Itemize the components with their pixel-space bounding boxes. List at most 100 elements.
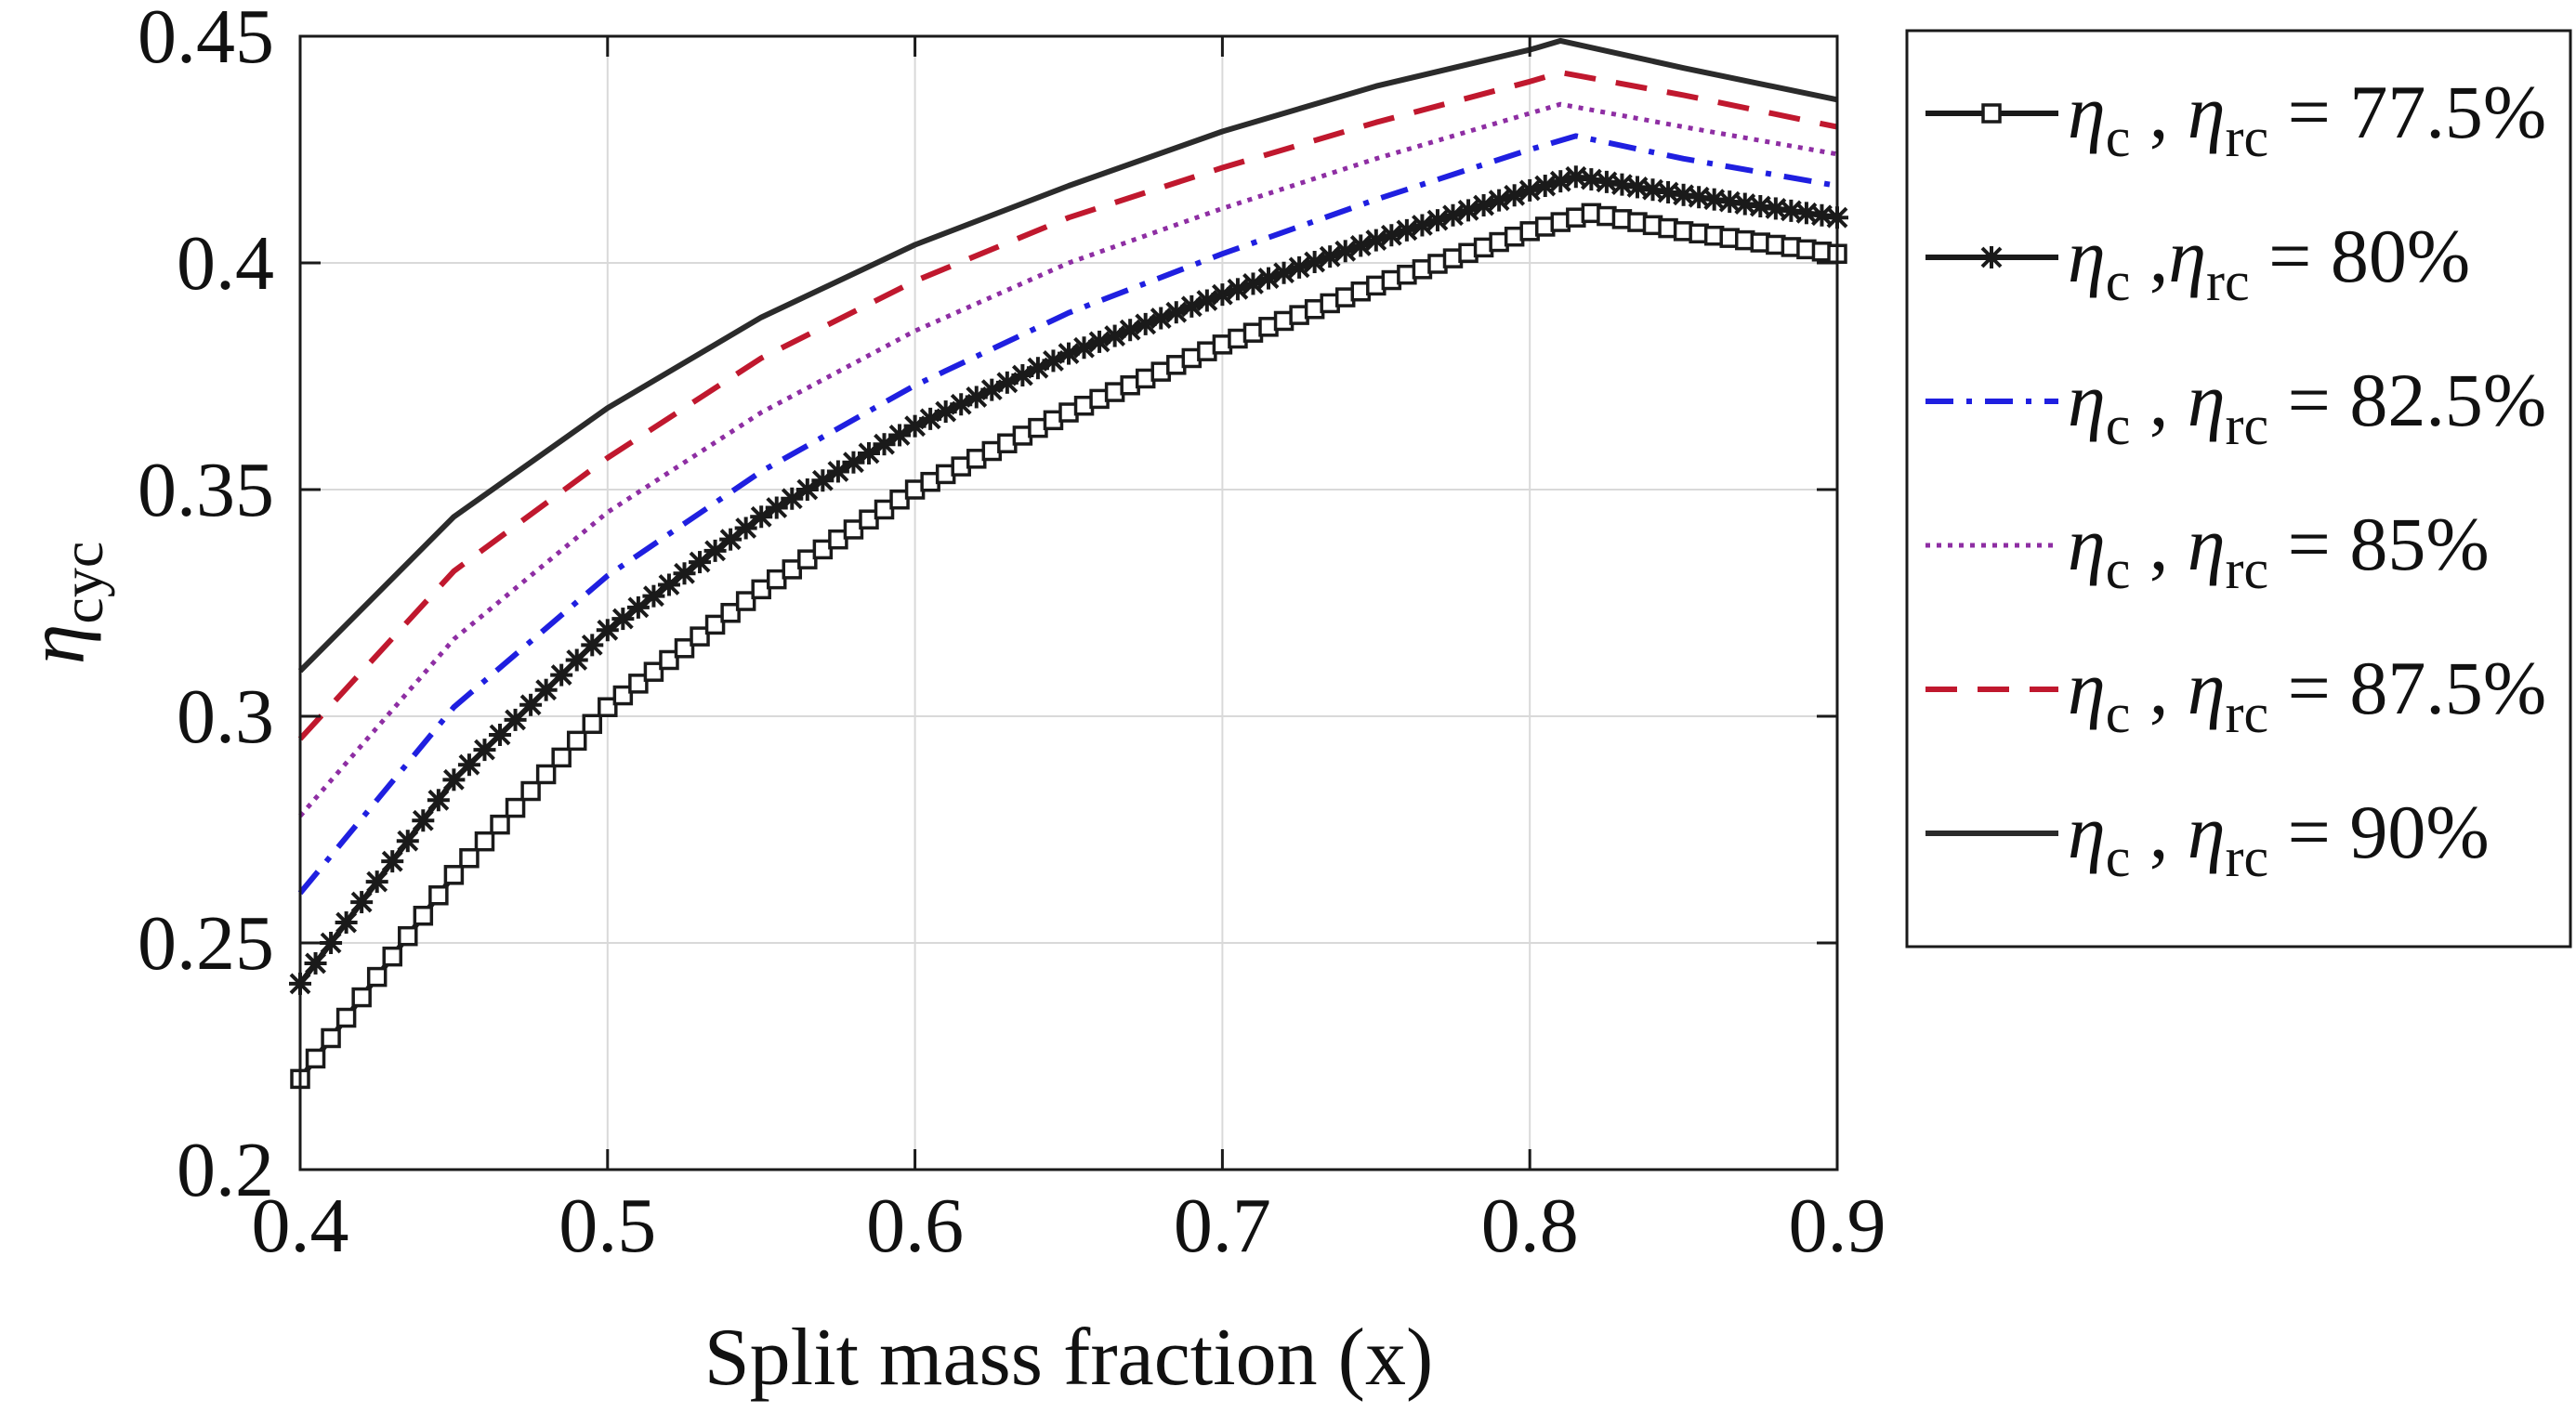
series-marker [765,496,788,519]
legend-symbol: η [2188,502,2226,586]
legend-item-5: ηc , ηrc = 87.5% [1925,646,2546,744]
series-line [297,37,1838,674]
series-marker [396,830,419,853]
series-1 [290,203,1847,1090]
series-line [298,101,1838,818]
legend-value: = 82.5% [2268,358,2546,442]
series-marker [598,697,618,717]
x-axis-title: Split mass fraction (x) [704,1313,1434,1403]
series-marker [1595,170,1618,193]
series-marker [398,925,418,947]
series-marker [626,595,650,619]
legend-subscript: rc [2206,251,2250,312]
series-marker [781,487,804,510]
y-tick-label: 0.2 [177,1127,274,1213]
series-4 [298,101,1838,818]
legend-symbol: η [2068,790,2106,874]
legend-label: ηc , ηrc = 77.5% [2068,70,2546,168]
legend-subscript: c [2106,539,2131,600]
series-marker [412,809,435,832]
y-axis-title-subscript: cyc [49,542,115,624]
legend-item-6: ηc , ηrc = 90% [1925,790,2490,888]
legend-symbol: η [2188,790,2226,874]
legend-marker [1980,246,2003,268]
series-3 [297,133,1838,896]
series-marker [535,764,557,785]
x-tick-label: 0.9 [1789,1183,1886,1269]
series-marker [505,797,526,818]
legend-label: ηc , ηrc = 90% [2068,790,2490,888]
series-layer [289,37,1848,1090]
legend-subscript: c [2106,683,2131,744]
y-tick-label: 0.3 [177,674,274,760]
y-axis-title-symbol: η [12,624,102,665]
legend-item-4: ηc , ηrc = 85% [1925,502,2490,600]
y-tick-label: 0.25 [138,900,274,987]
series-marker [413,905,434,926]
legend-separator: , [2130,646,2188,730]
legend-symbol: η [2068,358,2106,442]
series-marker [381,850,404,873]
series-marker [1564,165,1587,189]
series-marker [565,648,588,672]
series-marker [566,730,587,752]
y-tick-label: 0.4 [177,220,274,307]
series-marker [1518,178,1542,202]
plot-frame [298,34,1839,1171]
series-marker [596,619,619,642]
series-marker [582,713,603,735]
legend-symbol: η [2188,70,2226,154]
legend-marker [1981,103,2002,124]
legend-items: ηc , ηrc = 77.5%ηc ,ηrc = 80%ηc , ηrc = … [1925,70,2546,888]
series-marker [382,946,402,967]
legend-symbol: η [2188,646,2226,730]
legend-value: = 77.5% [2268,70,2546,154]
legend-subscript: c [2106,251,2131,312]
series-marker [1733,192,1756,216]
legend-value: = 85% [2268,502,2490,586]
x-tick-label: 0.8 [1481,1183,1579,1269]
series-marker [335,1007,357,1028]
legend-symbol: η [2068,646,2106,730]
series-marker [520,780,541,802]
series-marker [704,614,726,635]
series-marker [735,591,756,611]
series-marker [873,433,896,456]
series-marker [459,847,480,869]
legend-subscript: c [2106,395,2131,456]
series-line [297,70,1838,741]
legend-item-2: ηc ,ηrc = 80% [1925,214,2470,312]
legend-value: = 80% [2250,214,2471,298]
legend-separator: , [2130,790,2188,874]
legend-symbol: η [2068,502,2106,586]
series-marker [657,573,680,596]
series-marker [643,661,664,682]
series-marker [366,966,388,988]
legend-label: ηc , ηrc = 87.5% [2068,646,2546,744]
series-marker [321,1027,341,1049]
series-marker [305,1048,326,1069]
y-tick-label: 0.35 [138,447,274,533]
series-marker [811,469,835,492]
legend: ηc , ηrc = 77.5%ηc ,ηrc = 80%ηc , ηrc = … [1905,29,2572,949]
legend-subscript: c [2106,827,2131,888]
series-marker [719,528,743,551]
legend-symbol: η [2068,70,2106,154]
series-marker [612,685,634,706]
legend-value: = 90% [2268,790,2490,874]
legend-label: ηc , ηrc = 82.5% [2068,358,2546,456]
legend-subscript: rc [2226,827,2269,888]
x-tick-label: 0.6 [866,1183,964,1269]
legend-box [1905,29,2572,949]
x-tick-label: 0.7 [1174,1183,1271,1269]
series-marker [642,584,665,608]
series-marker [581,634,604,657]
series-marker [1625,176,1649,199]
y-axis-title: ηcyc [12,542,115,664]
series-marker [1549,170,1572,193]
series-marker [689,551,712,574]
series-marker [427,789,450,812]
series-marker [673,562,696,585]
series-marker [690,626,710,647]
series-marker [1702,188,1726,211]
